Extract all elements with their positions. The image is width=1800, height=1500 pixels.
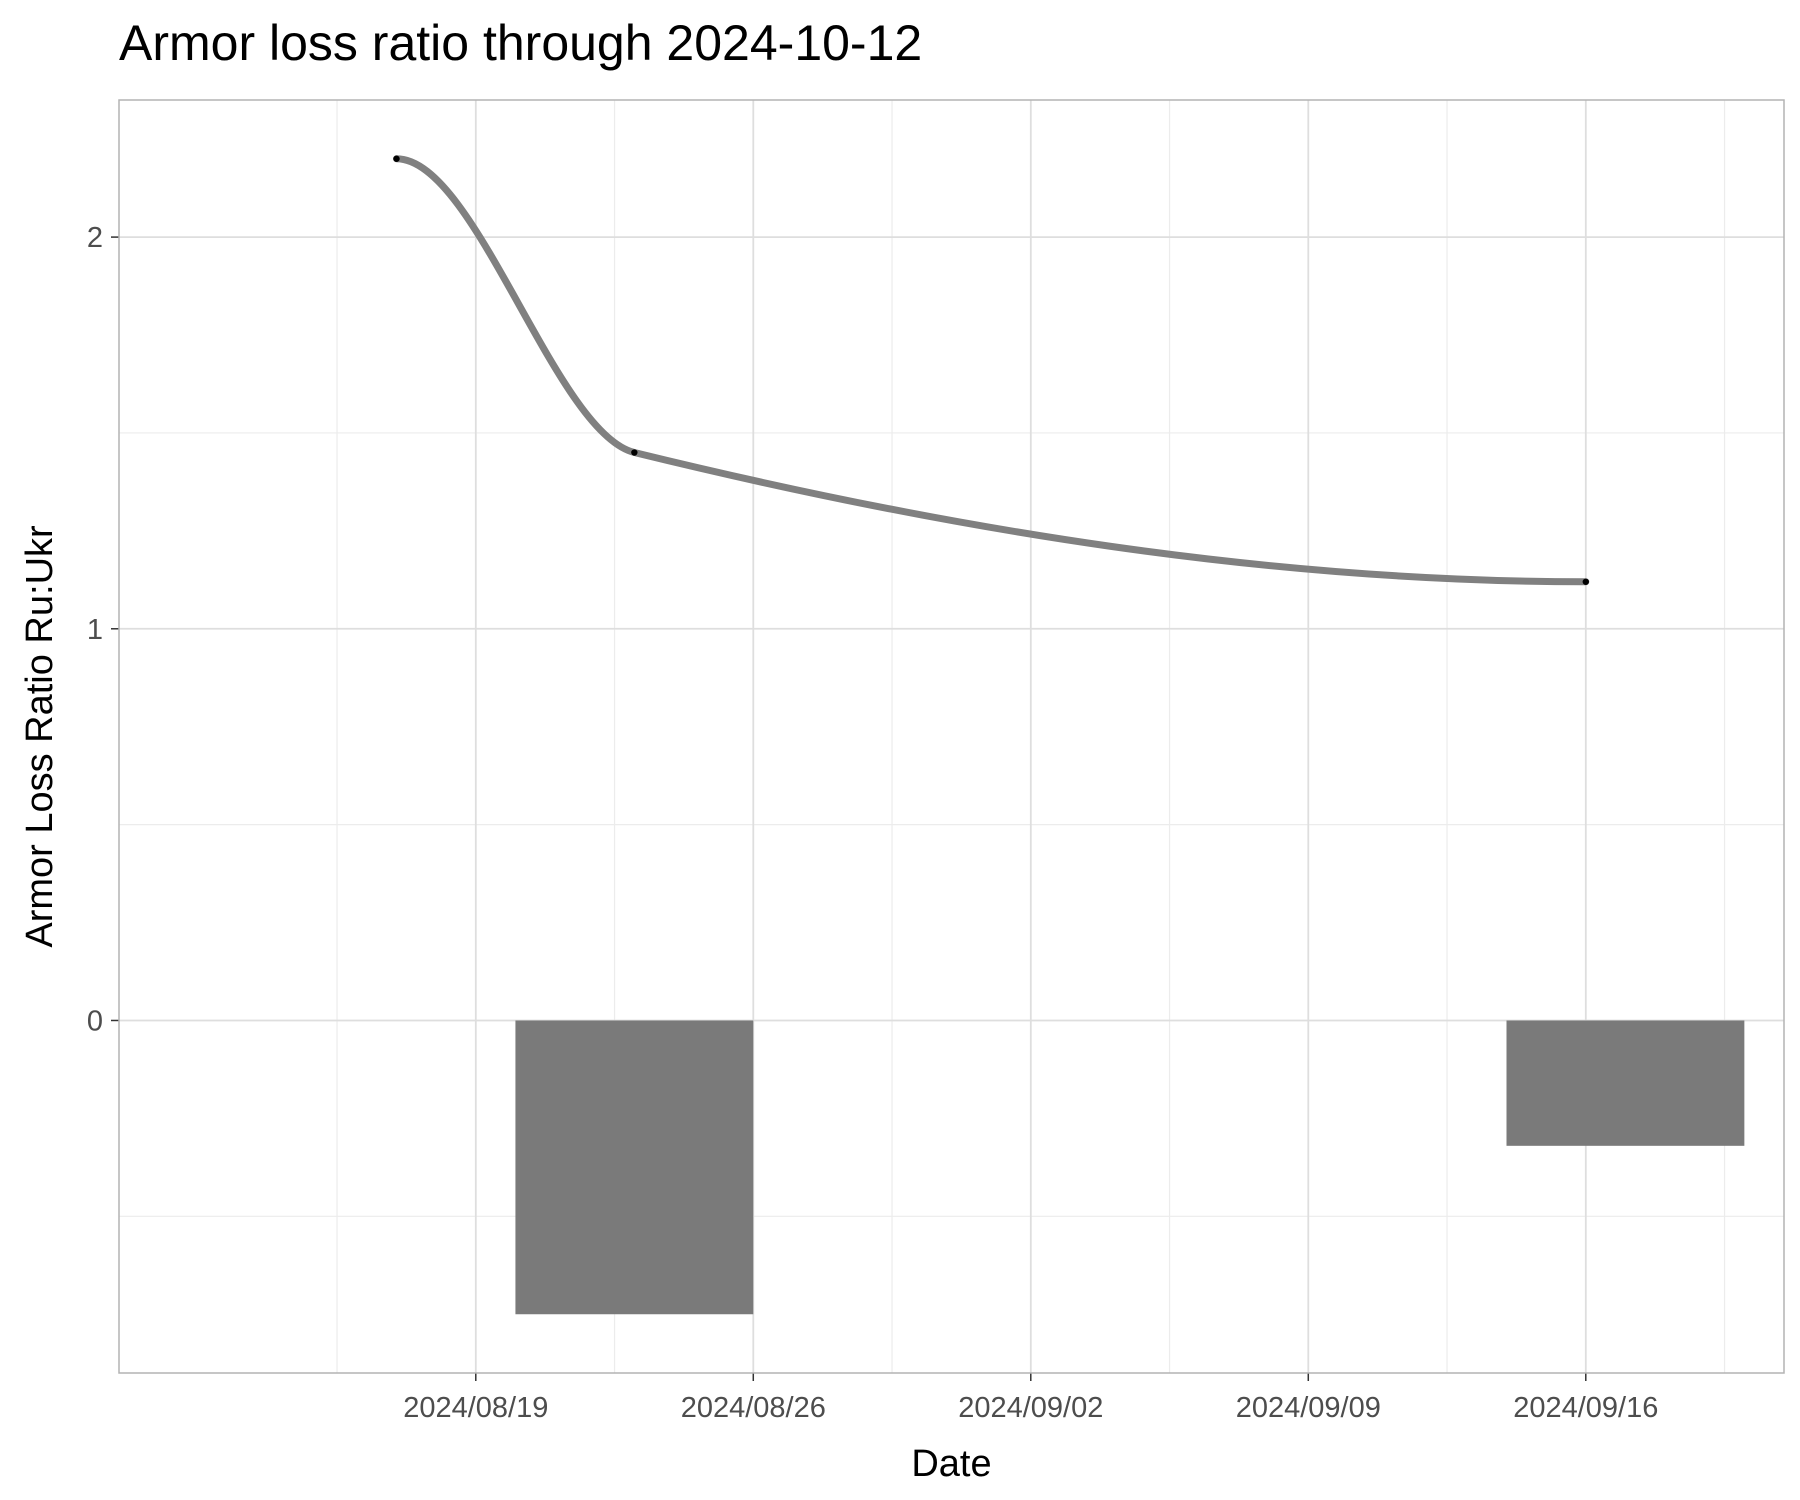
- y-tick-label: 2: [87, 222, 103, 254]
- y-tick-label: 0: [87, 1005, 103, 1037]
- chart-title: Armor loss ratio through 2024-10-12: [119, 15, 923, 71]
- bar-layer: [515, 1020, 1745, 1315]
- line-layer: [393, 155, 1590, 586]
- data-bar: [515, 1020, 754, 1315]
- x-tick-label: 2024/09/09: [1236, 1392, 1381, 1424]
- data-bar: [1506, 1020, 1745, 1146]
- x-tick-label: 2024/09/16: [1513, 1392, 1658, 1424]
- grid-layer: [119, 100, 1784, 1373]
- x-tick-label: 2024/08/19: [403, 1392, 548, 1424]
- point-layer: [393, 155, 1589, 585]
- panel-border: [118, 99, 1785, 1374]
- series-line: [393, 155, 1590, 586]
- data-point: [393, 155, 400, 162]
- x-axis-title: Date: [911, 1443, 991, 1485]
- data-point: [1582, 578, 1589, 585]
- y-tick-label: 1: [87, 614, 103, 646]
- data-point: [631, 449, 638, 456]
- x-tick-label: 2024/08/26: [681, 1392, 826, 1424]
- y-axis-title: Armor Loss Ratio Ru:Ukr: [19, 525, 61, 948]
- x-tick-label: 2024/09/02: [958, 1392, 1103, 1424]
- axis-layer: 2024/08/19 2024/08/26 2024/09/02 2024/09/09…: [87, 222, 1659, 1424]
